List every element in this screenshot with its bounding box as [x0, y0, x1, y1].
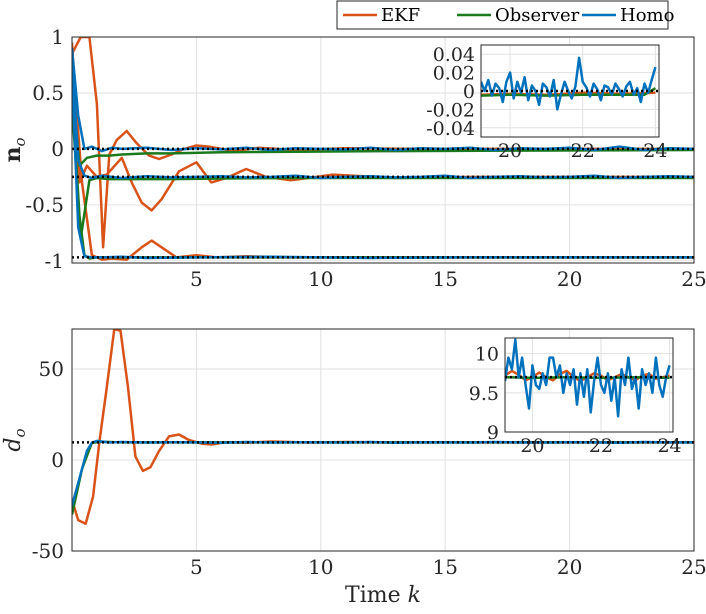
inset-series	[481, 56, 659, 111]
inset-y-tick-label: -0.04	[426, 118, 475, 140]
inset-series-homo	[481, 56, 657, 111]
legend-label-observer: Observer	[495, 5, 580, 26]
y-tick-label: -1	[45, 249, 64, 273]
inset-x-tick-label: 22	[571, 140, 595, 162]
legend-label-ekf: EKF	[381, 5, 420, 26]
y-tick-label: 0	[51, 137, 64, 161]
y-tick-label: -0.5	[25, 193, 64, 217]
series-homo-line	[72, 439, 694, 506]
x-tick-label: 10	[308, 555, 333, 579]
y-axis-label: no	[0, 137, 29, 162]
x-tick-label: 15	[432, 555, 457, 579]
legend-label-homo: Homo	[620, 5, 674, 26]
y-tick-label: 0	[51, 448, 64, 472]
inset-y-tick-label: 9.5	[469, 383, 499, 405]
x-tick-label: 25	[681, 267, 706, 291]
y-axis-label: do	[1, 428, 29, 451]
legend: EKF Observer Homo	[336, 0, 674, 30]
inset-y-tick-label: 0.02	[433, 63, 475, 85]
y-tick-label: 1	[51, 25, 64, 49]
inset-x-tick-label: 20	[520, 435, 544, 457]
inset-series	[505, 338, 673, 418]
axes-frame	[71, 328, 695, 552]
inset-x-tick-label: 24	[657, 435, 681, 457]
series-group	[72, 37, 694, 261]
x-tick-label: 20	[557, 267, 582, 291]
inset-frame	[504, 337, 674, 433]
series-group	[72, 329, 694, 525]
x-axis-label-word: Time	[345, 583, 408, 608]
x-tick-label: 5	[190, 555, 203, 579]
inset-y-tick-label: -0.02	[426, 99, 475, 121]
inset-x-tick-label: 24	[643, 140, 667, 162]
y-tick-label: 50	[39, 357, 64, 381]
x-axis-label: Time k	[345, 583, 421, 608]
x-tick-label: 5	[190, 267, 203, 291]
y-axis-label-main: d	[1, 437, 26, 451]
x-tick-label: 10	[308, 267, 333, 291]
inset-series-homo	[505, 338, 671, 418]
inset-x-tick-label: 22	[589, 435, 613, 457]
y-axis-label-subscript: o	[11, 428, 29, 437]
axes-frame	[71, 36, 695, 264]
x-tick-label: 20	[557, 555, 582, 579]
series-homo-line	[72, 70, 694, 260]
y-tick-label: 0.5	[32, 81, 64, 105]
bottom-panel: 5 10 15 20 25 50 0 -50 do Time k 20 22 24 10 9.5 9	[1, 328, 706, 608]
inset-y-tick-label: 10	[475, 344, 499, 366]
inset-y-tick-label: 9	[487, 422, 499, 444]
inset-frame	[480, 44, 660, 138]
y-axis-label-main: n	[0, 147, 26, 163]
y-tick-label: -50	[32, 539, 64, 563]
x-tick-label: 25	[681, 555, 706, 579]
y-axis-label-subscript: o	[11, 137, 29, 146]
inset-series-observer	[481, 87, 657, 97]
inset-y-tick-label: 0	[463, 81, 475, 103]
inset-x-tick-label: 20	[498, 140, 522, 162]
x-tick-label: 15	[432, 267, 457, 291]
x-axis-label-variable: k	[408, 583, 421, 608]
inset-y-tick-label: 0.04	[433, 44, 475, 66]
